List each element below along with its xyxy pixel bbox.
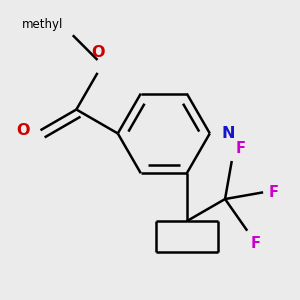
Text: F: F — [236, 141, 245, 156]
Text: methyl: methyl — [22, 18, 64, 31]
Text: N: N — [222, 126, 235, 141]
Text: O: O — [16, 123, 29, 138]
Text: F: F — [268, 185, 279, 200]
Text: O: O — [91, 45, 104, 60]
Text: F: F — [251, 236, 261, 251]
